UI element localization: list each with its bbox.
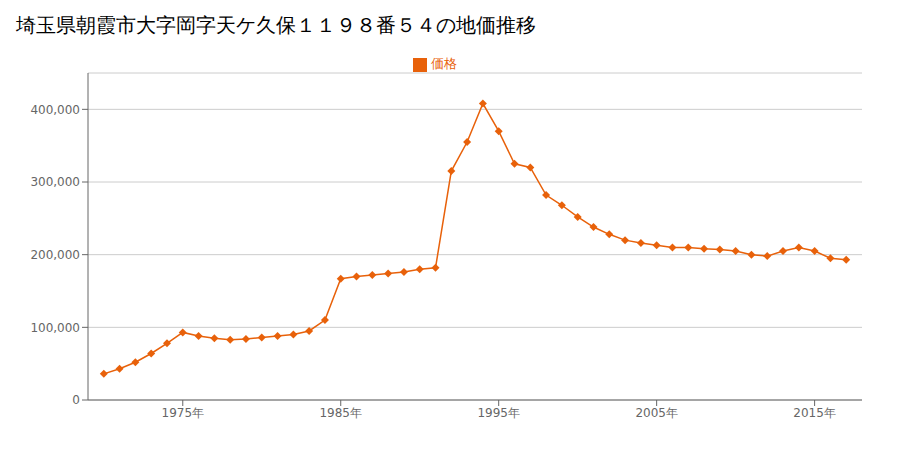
html-text:価格: 価格 xyxy=(431,56,457,71)
svg-text:300,000: 300,000 xyxy=(30,175,80,189)
svg-text:1985年: 1985年 xyxy=(319,406,362,420)
svg-text:0: 0 xyxy=(72,393,80,407)
svg-text:200,000: 200,000 xyxy=(30,248,80,262)
svg-text:2005年: 2005年 xyxy=(635,406,678,420)
svg-text:100,000: 100,000 xyxy=(30,321,80,335)
svg-text:2015年: 2015年 xyxy=(793,406,836,420)
svg-text:400,000: 400,000 xyxy=(30,103,80,117)
svg-text:1995年: 1995年 xyxy=(477,406,520,420)
html-text:埼玉県朝霞市大字岡字天ケ久保１１９８番５４の地価推移: 埼玉県朝霞市大字岡字天ケ久保１１９８番５４の地価推移 xyxy=(16,13,536,37)
svg-text:1975年: 1975年 xyxy=(162,406,205,420)
